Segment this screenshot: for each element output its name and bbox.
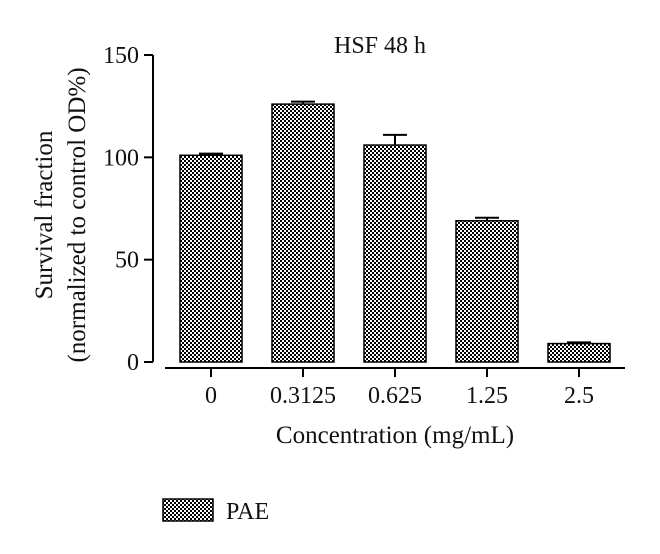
- y-axis-label-line1: Survival fraction: [31, 130, 58, 299]
- x-tick-label: 0.625: [368, 383, 422, 409]
- bars: [179, 103, 611, 363]
- bar: [547, 342, 611, 363]
- x-ticks: 0 0.3125 0.625 1.25 2.5: [205, 368, 594, 409]
- bar: [363, 144, 427, 363]
- chart-title: HSF 48 h: [334, 33, 426, 59]
- bar: [271, 103, 335, 363]
- bar: [179, 154, 243, 363]
- y-axis-label: Survival fraction (normalized to control…: [31, 67, 91, 362]
- x-tick-label: 0: [205, 383, 217, 409]
- y-tick-label: 50: [115, 248, 139, 274]
- legend: PAE: [162, 498, 269, 525]
- error-bars: [199, 100, 591, 344]
- legend-swatch: [162, 498, 214, 522]
- legend-label: PAE: [226, 499, 269, 525]
- y-tick-label: 100: [103, 145, 139, 171]
- x-tick-label: 2.5: [564, 383, 594, 409]
- x-tick-label: 1.25: [466, 383, 508, 409]
- y-tick-label: 0: [127, 350, 139, 376]
- bar: [455, 220, 519, 363]
- y-tick-label: 150: [103, 43, 139, 69]
- x-tick-label: 0.3125: [270, 383, 336, 409]
- y-axis-label-line2: (normalized to control OD%): [64, 67, 91, 362]
- y-ticks: 0 50 100 150: [103, 43, 153, 376]
- x-axis-label: Concentration (mg/mL): [276, 422, 514, 449]
